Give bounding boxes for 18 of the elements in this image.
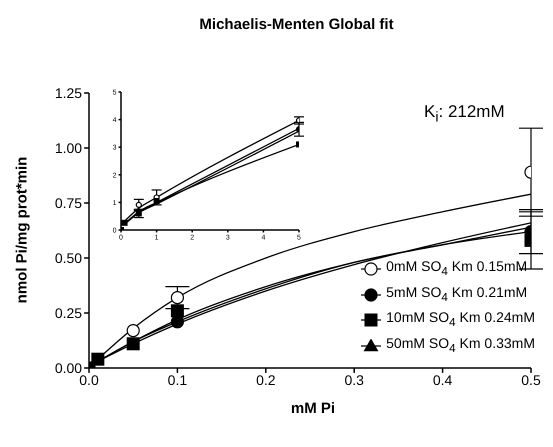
y-tick-label: 1.25	[54, 84, 82, 101]
y-tick-label: 0.50	[54, 250, 82, 266]
x-tick-label: 0.5	[521, 372, 541, 388]
y-tick-label: 1.00	[54, 140, 82, 156]
x-tick-label: 0.4	[432, 372, 453, 388]
y-axis-title: nmol Pi/mg prot*min	[14, 156, 30, 304]
annotation: K$_{i}$: 212mM	[424, 102, 505, 126]
x-tick-label: 0.3	[344, 372, 364, 388]
legend-label: 10mM SO$_{4}$ Km 0.24mM	[386, 308, 535, 332]
y-tick-label: 0.75	[54, 194, 82, 211]
y-tick-label: 0.25	[54, 304, 82, 321]
legend-label: 0mM SO$_{4}$ Km 0.15mM	[386, 256, 528, 280]
chart-title: Michaelis-Menten Global fit	[199, 16, 394, 33]
x-tick-label: 0.1	[168, 372, 188, 388]
x-axis-title: mM Pi	[290, 400, 336, 417]
x-tick-label: 0.2	[256, 372, 276, 388]
legend-label: 50mM SO$_{4}$ Km 0.33mM	[386, 334, 535, 357]
legend-label: 5mM SO$_{4}$ Km 0.21mM	[386, 282, 528, 306]
